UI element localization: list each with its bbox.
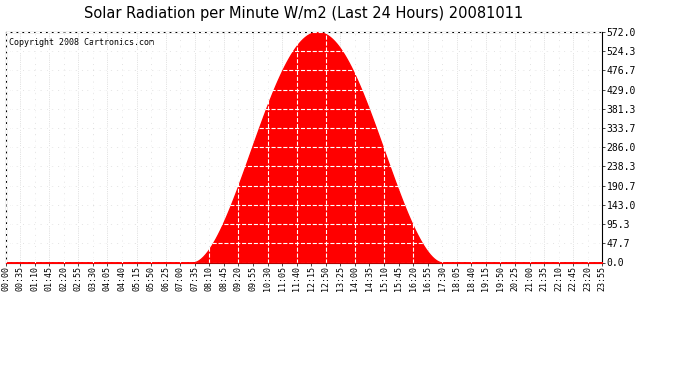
Text: Solar Radiation per Minute W/m2 (Last 24 Hours) 20081011: Solar Radiation per Minute W/m2 (Last 24… bbox=[84, 6, 523, 21]
Text: Copyright 2008 Cartronics.com: Copyright 2008 Cartronics.com bbox=[8, 38, 153, 46]
